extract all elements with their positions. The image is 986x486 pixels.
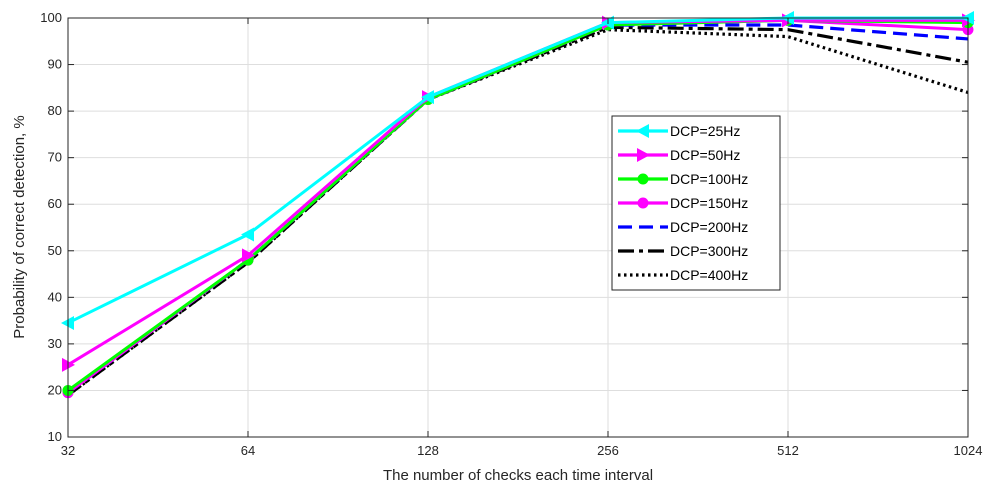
y-tick-label: 70 — [48, 150, 62, 165]
x-tick-label: 128 — [417, 443, 439, 458]
x-tick-label: 64 — [241, 443, 255, 458]
legend-item: DCP=300Hz — [618, 243, 748, 259]
plot-area — [68, 18, 968, 437]
x-tick-label: 512 — [777, 443, 799, 458]
y-axis-label: Probability of correct detection, % — [11, 115, 28, 338]
y-tick-label: 10 — [48, 429, 62, 444]
data-point — [242, 248, 255, 263]
ticks: 32 64 128 256 512 1024 10 20 30 40 50 60 70 80 90 100 — [40, 10, 982, 458]
x-tick-label: 32 — [61, 443, 75, 458]
y-tick-label: 40 — [48, 289, 62, 304]
data-point — [421, 90, 434, 105]
data-point — [241, 227, 254, 242]
legend-label: DCP=400Hz — [670, 267, 748, 283]
y-tick-label: 30 — [48, 336, 62, 351]
y-tick-label: 20 — [48, 382, 62, 397]
legend-marker — [637, 148, 650, 162]
y-tick-label: 100 — [40, 10, 62, 25]
plot-frame — [67, 17, 969, 438]
legend-label: DCP=300Hz — [670, 243, 748, 259]
series-dcp-200hz — [67, 23, 969, 395]
x-axis-label: The number of checks each time interval — [383, 467, 653, 484]
legend-label: DCP=100Hz — [670, 171, 748, 187]
series-line — [67, 23, 969, 395]
legend: DCP=25Hz DCP=50Hz DCP=100Hz DCP=150Hz DCP=20… — [611, 115, 781, 291]
legend-label: DCP=25Hz — [670, 123, 740, 139]
y-tick-label: 50 — [48, 243, 62, 258]
legend-label: DCP=200Hz — [670, 219, 748, 235]
legend-item: DCP=50Hz — [618, 147, 740, 163]
y-tick-label: 60 — [48, 196, 62, 211]
legend-item: DCP=150Hz — [618, 195, 748, 211]
x-tick-label: 256 — [597, 443, 619, 458]
legend-marker — [637, 173, 649, 185]
legend-marker — [637, 197, 649, 209]
x-tick-label: 1024 — [954, 443, 983, 458]
legend-item: DCP=200Hz — [618, 219, 748, 235]
y-tick-label: 80 — [48, 103, 62, 118]
legend-item: DCP=25Hz — [618, 123, 740, 139]
y-tick-label: 90 — [48, 57, 62, 72]
legend-label: DCP=50Hz — [670, 147, 740, 163]
legend-item: DCP=400Hz — [618, 267, 748, 283]
grid — [68, 18, 968, 437]
legend-marker — [636, 124, 649, 138]
legend-item: DCP=100Hz — [618, 171, 748, 187]
legend-label: DCP=150Hz — [670, 195, 748, 211]
